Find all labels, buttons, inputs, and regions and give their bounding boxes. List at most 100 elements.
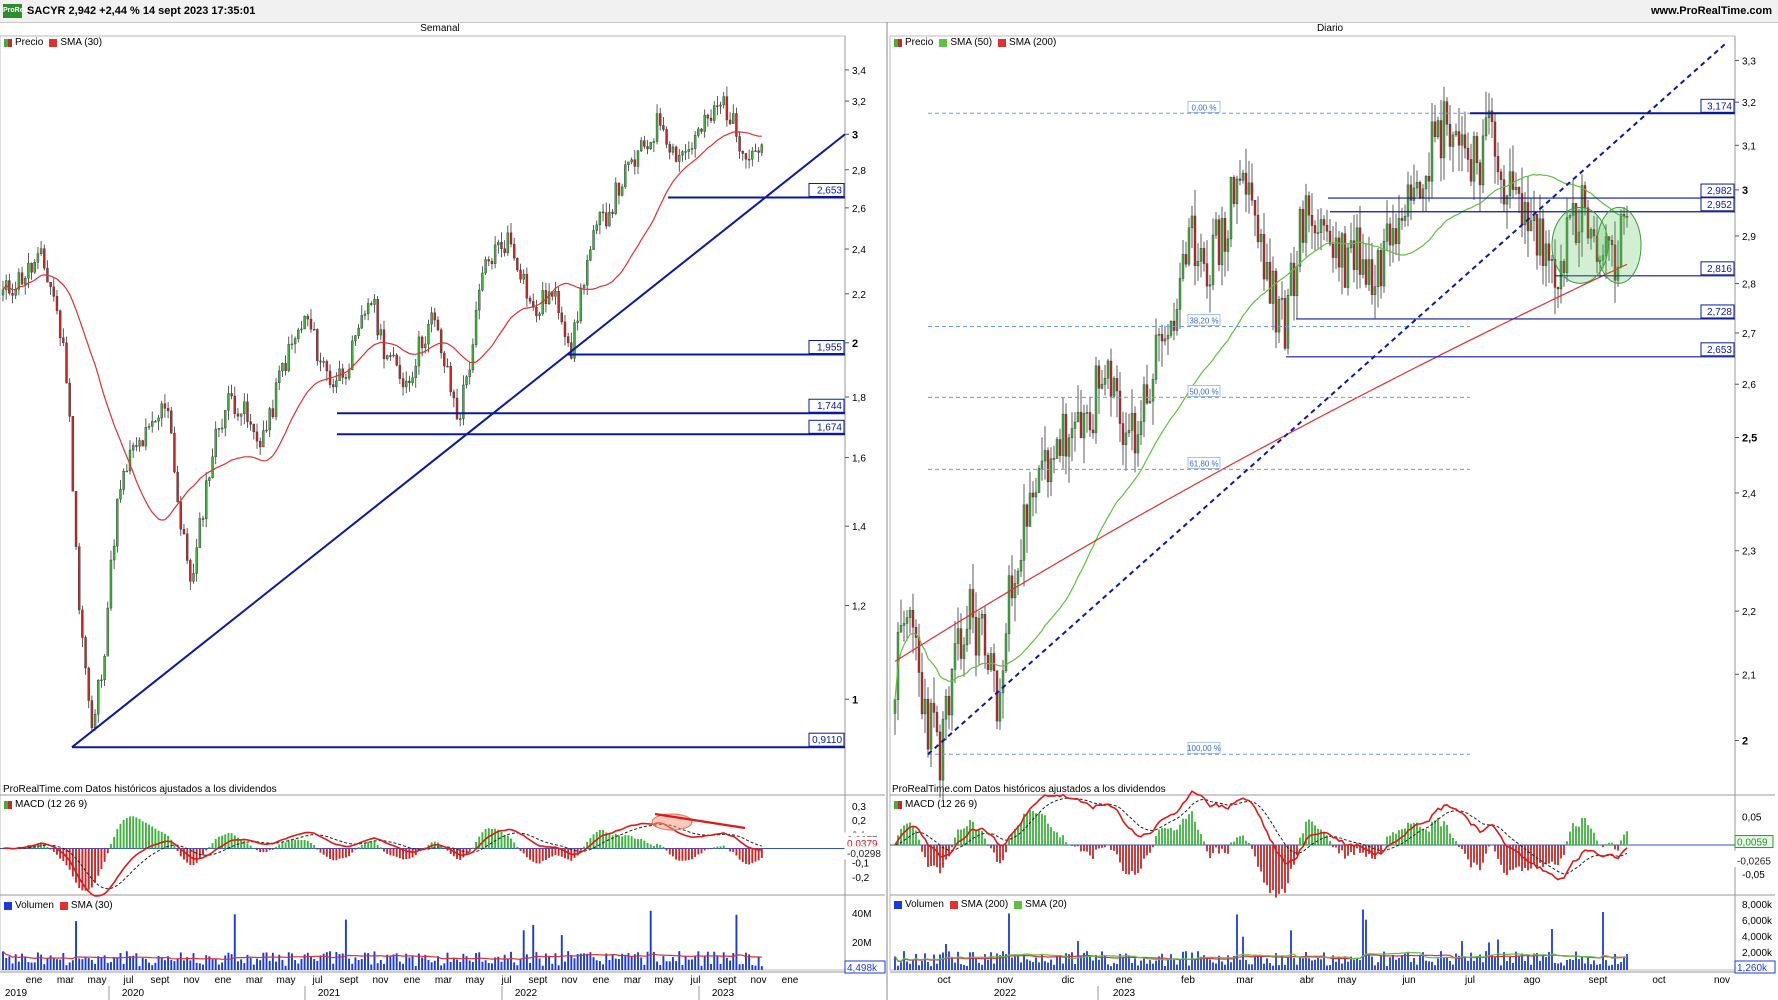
left-candle (322, 361, 325, 363)
right-candle (1127, 430, 1131, 434)
right-candle (971, 589, 975, 618)
left-candle (671, 146, 675, 153)
left-candle (271, 408, 275, 417)
right-candle (1097, 365, 1101, 389)
left-y-tick-label: 1,8 (852, 393, 866, 404)
right-candle (1067, 437, 1071, 457)
left-x-month-label: jul (311, 975, 322, 986)
left-candle (560, 312, 563, 323)
left-x-month-label: jul (500, 975, 511, 986)
left-candle (497, 242, 500, 246)
right-candle (1448, 124, 1452, 147)
right-candle (1430, 121, 1434, 182)
left-candle (351, 340, 354, 370)
left-candle (697, 128, 700, 136)
right-candle (1076, 411, 1080, 423)
left-level-label: 0,9110 (812, 735, 842, 746)
left-candle (109, 559, 113, 609)
right-candle (944, 696, 948, 720)
left-candle (316, 329, 319, 362)
vol-sma-swatch-icon (59, 901, 68, 910)
left-x-year-label: 2022 (515, 988, 538, 999)
macd-swatch-icon (4, 800, 12, 809)
left-x-year-label: 2019 (5, 988, 28, 999)
right-candle (1496, 156, 1500, 173)
left-candle (566, 336, 570, 343)
right-candle (1070, 428, 1074, 439)
left-candle (586, 259, 589, 286)
left-x-month-label: mar (246, 975, 264, 986)
right-candle (1568, 215, 1572, 218)
left-candle (608, 211, 611, 227)
left-candle (281, 363, 284, 372)
right-candle (1088, 412, 1092, 431)
left-candle (424, 343, 427, 349)
left-candle (455, 397, 459, 420)
legend-sma30: SMA (30) (60, 37, 103, 48)
left-candle (738, 136, 741, 152)
legend-vol-sma: SMA (30) (70, 900, 113, 911)
left-candle (27, 262, 30, 279)
right-candle (1007, 575, 1011, 634)
left-y-tick-label: 2,8 (852, 166, 866, 177)
site-link[interactable]: www.ProRealTime.com (1650, 5, 1772, 17)
left-candle (719, 104, 722, 107)
right-candle (1265, 262, 1269, 280)
right-candle (1202, 248, 1206, 264)
right-candle (1121, 423, 1125, 445)
left-candle (189, 560, 192, 582)
right-candle (1397, 218, 1401, 244)
right-candle (1358, 227, 1362, 275)
right-level-box (1700, 304, 1735, 319)
left-x-month-label: mar (624, 975, 642, 986)
right-candle (917, 637, 921, 673)
right-candle (986, 654, 990, 670)
left-candle (544, 290, 548, 305)
right-candle (1382, 241, 1386, 287)
right-level-label: 3,174 (1707, 101, 1732, 112)
left-candle (512, 243, 516, 259)
left-candle (201, 518, 205, 520)
left-candle (230, 393, 233, 397)
left-candle (722, 96, 725, 106)
left-candle (557, 291, 560, 314)
left-candle (516, 257, 519, 271)
left-candle (519, 269, 522, 280)
vol-sma20-swatch-icon (1014, 900, 1023, 909)
right-candle (962, 644, 966, 659)
right-candle (1238, 178, 1242, 181)
right-volume-legend: Volumen SMA (200) SMA (20) (894, 899, 1067, 910)
right-candle (953, 643, 957, 670)
right-candle (1388, 223, 1392, 246)
left-candle (592, 230, 595, 250)
right-macd-legend: MACD (12 26 9) (894, 799, 977, 810)
left-candle (90, 700, 94, 729)
left-candle (700, 128, 703, 132)
left-candle (659, 113, 662, 126)
left-candle (668, 144, 671, 153)
left-level-box (808, 732, 845, 747)
right-candle (1271, 270, 1275, 304)
right-y-tick-label: 3 (1742, 185, 1748, 197)
left-candle (674, 146, 678, 162)
left-x-month-label: may (277, 975, 296, 986)
right-candle (1157, 333, 1161, 336)
right-volume-value-label: 1,260k (1737, 963, 1768, 974)
right-candle (1343, 233, 1347, 288)
left-candle (262, 430, 265, 448)
left-candle (639, 140, 643, 152)
right-candle (1340, 233, 1344, 268)
right-candle (1109, 360, 1113, 397)
left-level-label: 1,674 (817, 422, 842, 433)
left-y-tick-label: 1 (852, 694, 858, 706)
left-candle (741, 151, 744, 154)
left-volume-tick-label: 40M (852, 909, 871, 920)
right-candle (941, 718, 945, 781)
left-candle (332, 384, 335, 388)
right-candle (1073, 421, 1077, 429)
right-fib-label: 0,00 % (1192, 103, 1217, 112)
right-candle (1337, 237, 1341, 268)
right-volume-value-box (1734, 960, 1776, 974)
right-candle (1556, 287, 1560, 290)
